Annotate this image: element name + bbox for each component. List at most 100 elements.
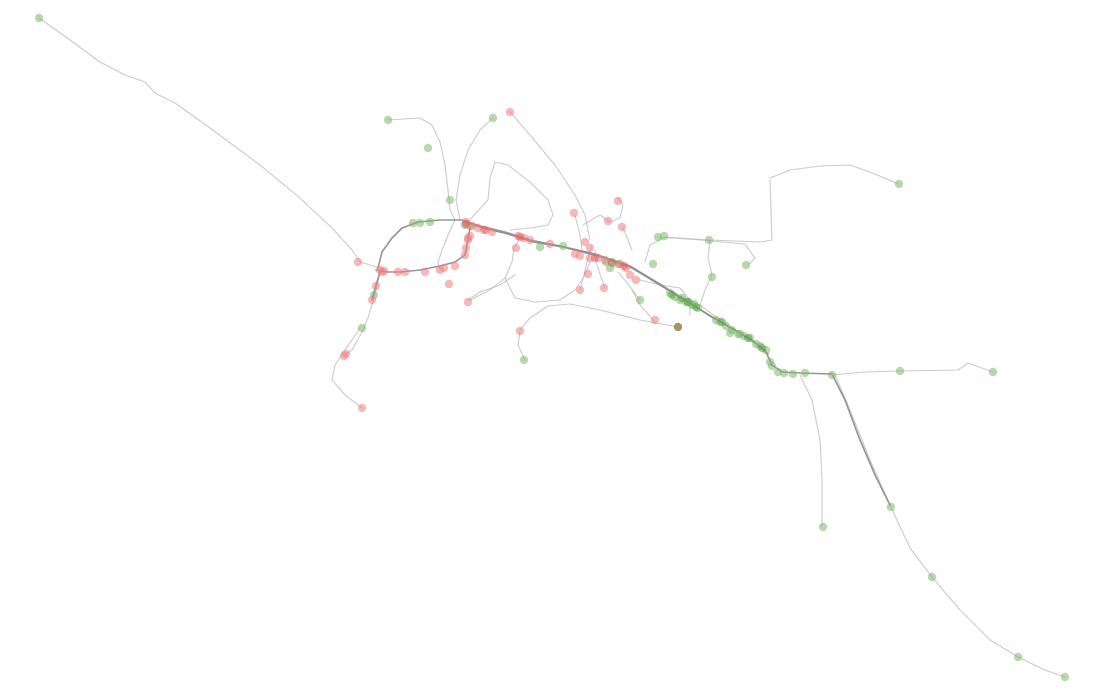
stop-green [704,235,714,245]
stop-green [677,293,687,303]
stop-green [415,218,425,228]
stop-red [461,219,471,229]
route-line-faint [699,239,721,321]
route-line-faint [834,374,1066,678]
stop-red [515,326,525,336]
stop-green [357,323,367,333]
stop-green [519,355,529,365]
stop-red [353,257,363,267]
stop-green [761,345,771,355]
stop-green [725,328,735,338]
stop-red [619,261,629,271]
stop-red [599,283,609,293]
stop-green [735,329,745,339]
stop-red [617,222,627,232]
stops-olive-layer [673,322,683,332]
stop-red [593,253,603,263]
stop-red [400,267,410,277]
stop-red [444,279,454,289]
route-line-faint [38,17,381,269]
stop-red [585,243,595,253]
stop-green [717,317,727,327]
route-lines-faint [38,17,1066,678]
stop-red [650,315,660,325]
stop-green [707,272,717,282]
route-line-faint [437,219,456,271]
stop-red [377,267,387,277]
route-line-faint [467,274,516,301]
route-line-faint [464,161,554,231]
stop-green [767,361,777,371]
stop-red [463,233,473,243]
stop-red [575,251,585,261]
stop-green [535,242,545,252]
stop-red [600,255,610,265]
stop-red [479,225,489,235]
stop-green [745,333,755,343]
route-line-faint [345,269,381,355]
stop-red [367,295,377,305]
stop-green [34,13,44,23]
stop-green [667,290,677,300]
stop-red [439,263,449,273]
stop-green [827,370,837,380]
stop-green [894,179,904,189]
stop-red [505,107,515,117]
stop-green [659,231,669,241]
stop-red [461,217,471,227]
stop-green [988,367,998,377]
stop-green [800,368,810,378]
stop-red [371,281,381,291]
stop-red [511,243,521,253]
stop-green [683,297,693,307]
route-line-faint [574,214,583,251]
route-line-main [831,373,891,506]
stop-green [425,217,435,227]
stop-red [357,403,367,413]
stop-green [383,115,393,125]
stop-green [741,260,751,270]
stop-green [715,317,725,327]
stop-green [721,321,731,331]
route-line-faint [631,289,656,323]
stop-green [605,263,615,273]
stop-red [580,237,590,247]
route-line-faint [582,197,624,226]
stop-green [1013,652,1023,662]
stop-red [393,267,403,277]
stop-red [461,243,471,253]
route-line-faint [455,117,494,221]
stop-red [583,269,593,279]
stop-green [423,143,433,153]
stop-green [635,295,645,305]
route-line-faint [517,331,526,361]
stop-green [488,113,498,123]
stop-green [648,259,658,269]
route-line-faint [387,117,456,221]
stop-green [689,299,699,309]
stop-red [463,297,473,307]
route-line-faint [769,164,900,185]
stop-red [607,258,617,268]
stop-red [590,253,600,263]
stop-green [755,341,765,351]
stop-green [779,368,789,378]
stop-red [621,263,631,273]
stop-red [631,275,641,285]
stop-green [445,195,455,205]
stop-red [613,196,623,206]
stop-green [886,502,896,512]
route-lines-main [371,219,891,506]
stop-red [473,223,483,233]
stop-red [450,261,460,271]
route-line-faint [657,236,756,266]
stop-green [788,369,798,379]
route-line-faint [831,362,994,376]
stop-red [525,235,535,245]
stop-green [895,366,905,376]
stop-red [585,253,595,263]
stop-red [545,239,555,249]
stop-green [408,218,418,228]
stop-green [818,522,828,532]
